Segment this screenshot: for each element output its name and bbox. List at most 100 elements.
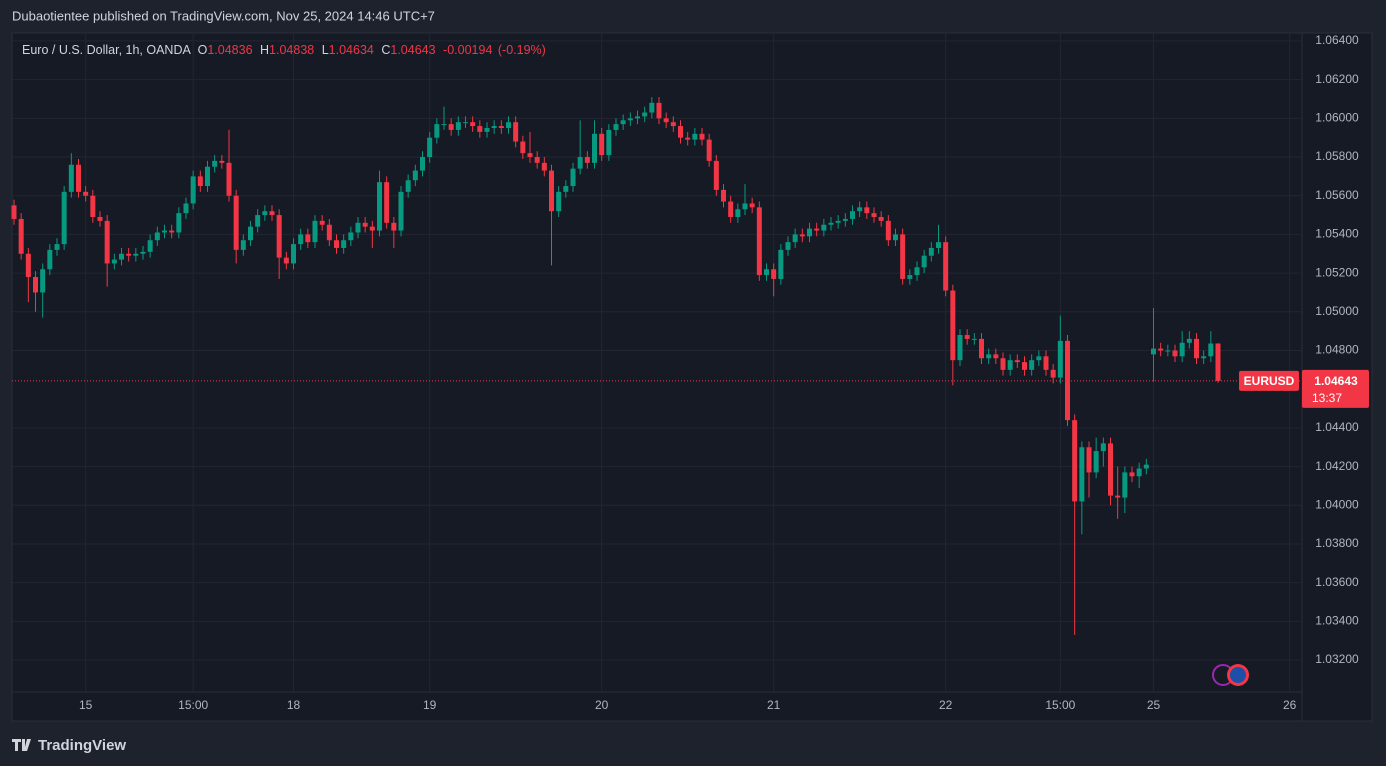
candle-body <box>377 182 382 231</box>
y-tick-label: 1.03800 <box>1315 536 1359 550</box>
candle-body <box>592 133 597 163</box>
candle-body <box>563 186 569 192</box>
candle-body <box>878 217 884 221</box>
candle-body <box>169 230 175 233</box>
candle-body <box>1050 369 1056 378</box>
candle-body <box>627 118 633 121</box>
candle-body <box>1129 472 1135 477</box>
candle-body <box>484 127 490 132</box>
candle-body <box>11 205 17 219</box>
candle-body <box>1194 338 1199 359</box>
candle-body <box>1201 356 1207 359</box>
candle-body <box>907 275 913 279</box>
open-letter: O <box>198 43 208 57</box>
candle-body <box>936 242 941 248</box>
candle-body <box>957 335 963 361</box>
x-tick-label: 20 <box>595 698 609 712</box>
y-tick-label: 1.05600 <box>1315 188 1359 202</box>
candle-body <box>262 211 268 216</box>
labels: 1.06400 1.06200 1.06000 1.05800 1.05600 1.054… <box>79 33 1369 712</box>
candle-body <box>979 338 984 359</box>
candle-body <box>126 253 132 256</box>
brand-logo <box>12 739 31 751</box>
high-letter: H <box>260 43 269 57</box>
chart-pane <box>11 32 1373 722</box>
candle-body <box>147 240 153 252</box>
x-tick-label: 21 <box>767 698 781 712</box>
logo-mark <box>12 739 31 751</box>
candle-body <box>1108 443 1113 496</box>
candle-body <box>921 255 927 268</box>
candle-body <box>928 247 934 256</box>
candle-body <box>68 164 74 192</box>
countdown: 13:37 <box>1312 391 1342 405</box>
candle-body <box>1143 464 1149 469</box>
candle-body <box>1065 340 1070 421</box>
candle-body <box>943 242 949 291</box>
candle-body <box>104 220 110 264</box>
y-tick-label: 1.05200 <box>1315 265 1359 279</box>
candle-body <box>90 195 96 218</box>
candle-body <box>993 354 999 359</box>
candle-body <box>663 118 669 123</box>
candle-body <box>807 228 812 237</box>
candle-body <box>914 267 920 276</box>
candle-body <box>584 157 590 163</box>
candle-body <box>312 220 318 243</box>
candle-body <box>814 228 820 231</box>
candle-body <box>778 249 784 279</box>
y-tick-label: 1.04200 <box>1315 459 1359 473</box>
candle-body <box>355 222 361 233</box>
candle-body <box>470 122 476 127</box>
high-value: 1.04838 <box>269 43 314 57</box>
candle-body <box>491 126 497 128</box>
candle-body <box>183 203 189 214</box>
candle-body <box>885 220 891 241</box>
candle-body <box>362 222 368 227</box>
candle-body <box>341 240 347 248</box>
candle-body <box>635 116 640 119</box>
candle-body <box>670 122 676 127</box>
candle-body <box>749 203 755 208</box>
x-tick-label: 18 <box>287 698 301 712</box>
candle-body <box>455 122 461 130</box>
candle-body <box>893 234 898 241</box>
candle-body <box>821 224 827 231</box>
candle-body <box>334 240 339 248</box>
candle-body <box>785 242 791 250</box>
x-tick-label: 26 <box>1283 698 1297 712</box>
y-tick-label: 1.04400 <box>1315 420 1359 434</box>
candle-body <box>1100 443 1106 452</box>
candle-body <box>391 222 397 231</box>
candle-body <box>1115 495 1121 498</box>
y-tick-label: 1.04800 <box>1315 343 1359 357</box>
icon-flag <box>1230 667 1246 683</box>
low-letter: L <box>322 43 329 57</box>
indicator-icons <box>1212 664 1249 686</box>
candle-body <box>857 207 863 212</box>
low-value: 1.04634 <box>329 43 374 57</box>
candle-body <box>828 222 834 225</box>
candle-body <box>842 218 848 221</box>
candle-body <box>527 153 533 158</box>
price-tag-value: 1.04643 <box>1314 374 1358 388</box>
candle-body <box>900 234 906 279</box>
candle-body <box>613 124 619 130</box>
candle-body <box>154 232 160 241</box>
open-value: 1.04836 <box>207 43 252 57</box>
symbol: Euro / U.S. Dollar, 1h, OANDA <box>22 43 191 57</box>
candle-body <box>1022 362 1027 370</box>
candle-body <box>276 215 282 258</box>
candle-body <box>520 141 526 154</box>
candle-body <box>233 195 239 250</box>
candle-body <box>871 213 877 218</box>
candle-body <box>1029 360 1035 370</box>
x-tick-label: 15:00 <box>1045 698 1075 712</box>
x-tick-label: 22 <box>939 698 953 712</box>
candle-body <box>412 170 418 181</box>
candle-body <box>1165 350 1171 352</box>
brand: TradingView <box>38 737 126 754</box>
candle-body <box>1072 420 1078 502</box>
candle-body <box>534 157 540 163</box>
